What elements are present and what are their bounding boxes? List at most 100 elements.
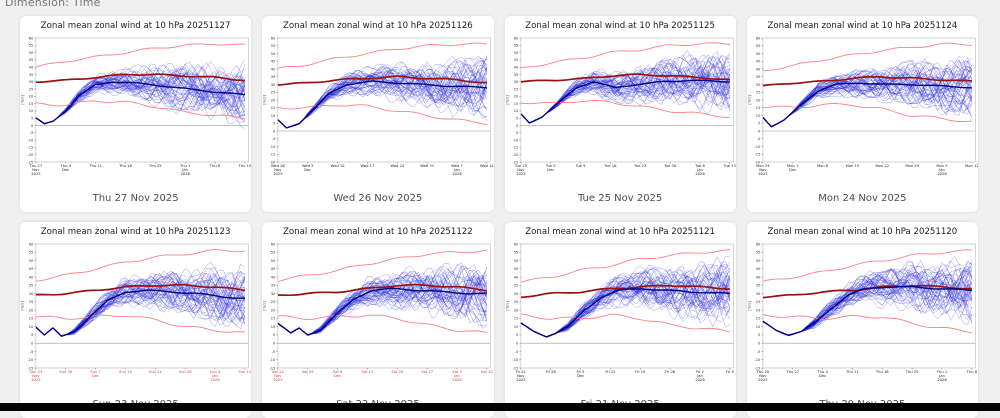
svg-text:Sat 27: Sat 27 xyxy=(421,370,433,374)
svg-text:Mon 24: Mon 24 xyxy=(756,164,770,168)
svg-text:Wed 7: Wed 7 xyxy=(452,164,464,168)
svg-text:Thu 1: Thu 1 xyxy=(179,164,190,168)
svg-text:Dec: Dec xyxy=(819,374,826,378)
chart-caption: Thu 27 Nov 2025 xyxy=(92,193,179,204)
svg-text:Dec: Dec xyxy=(789,168,796,172)
zonal-wind-chart: -20-15-10-5051015202530354045505560[m/s]… xyxy=(747,36,978,176)
svg-text:55: 55 xyxy=(271,251,276,255)
svg-text:-10: -10 xyxy=(754,358,761,362)
svg-text:Wed 10: Wed 10 xyxy=(331,164,345,168)
svg-text:60: 60 xyxy=(756,242,761,246)
svg-text:Tue 2: Tue 2 xyxy=(544,164,555,168)
chart-card-20251122[interactable]: Zonal mean zonal wind at 10 hPa 20251122… xyxy=(262,222,494,418)
svg-text:15: 15 xyxy=(513,317,518,321)
svg-text:Sat 20: Sat 20 xyxy=(392,370,404,374)
svg-text:10: 10 xyxy=(271,325,276,329)
zonal-wind-chart: -15-10-5051015202530354045505560[m/s]Sun… xyxy=(20,242,251,382)
svg-text:-15: -15 xyxy=(512,146,518,150)
svg-text:Dec: Dec xyxy=(577,374,584,378)
svg-text:5: 5 xyxy=(758,122,760,126)
svg-text:Sat 22: Sat 22 xyxy=(272,370,284,374)
svg-text:2026: 2026 xyxy=(180,172,190,176)
zonal-wind-chart: -25-20-15-10-5051015202530354045505560[m… xyxy=(20,36,251,176)
svg-text:[m/s]: [m/s] xyxy=(505,301,509,311)
svg-text:2026: 2026 xyxy=(937,172,947,176)
svg-text:25: 25 xyxy=(29,300,34,304)
chart-card-20251121[interactable]: Zonal mean zonal wind at 10 hPa 20251121… xyxy=(504,222,736,418)
chart-card-20251123[interactable]: Zonal mean zonal wind at 10 hPa 20251123… xyxy=(20,222,252,418)
svg-text:Nov: Nov xyxy=(517,374,525,378)
svg-text:45: 45 xyxy=(29,267,34,271)
chart-card-20251126[interactable]: Zonal mean zonal wind at 10 hPa 20251126… xyxy=(262,16,494,212)
svg-text:35: 35 xyxy=(756,284,761,288)
svg-text:30: 30 xyxy=(271,292,276,296)
svg-text:-5: -5 xyxy=(272,350,276,354)
svg-text:Sat 6: Sat 6 xyxy=(333,370,343,374)
svg-text:-10: -10 xyxy=(512,358,519,362)
svg-text:Sun 28: Sun 28 xyxy=(179,370,192,374)
chart-card-20251124[interactable]: Zonal mean zonal wind at 10 hPa 20251124… xyxy=(746,16,978,212)
svg-text:40: 40 xyxy=(756,275,761,279)
chart-card-20251127[interactable]: Zonal mean zonal wind at 10 hPa 20251127… xyxy=(20,16,252,212)
svg-text:Sat 29: Sat 29 xyxy=(302,370,314,374)
svg-text:5: 5 xyxy=(516,117,518,121)
svg-text:30: 30 xyxy=(513,80,518,84)
svg-text:55: 55 xyxy=(271,44,276,48)
svg-text:45: 45 xyxy=(271,267,276,271)
svg-text:Thu 25: Thu 25 xyxy=(905,370,919,374)
svg-text:25: 25 xyxy=(756,91,761,95)
svg-text:Fri 2: Fri 2 xyxy=(696,370,704,374)
svg-text:2026: 2026 xyxy=(453,172,463,176)
svg-text:25: 25 xyxy=(271,300,276,304)
svg-text:Nov: Nov xyxy=(759,374,767,378)
chart-card-20251125[interactable]: Zonal mean zonal wind at 10 hPa 20251125… xyxy=(504,16,736,212)
svg-text:5: 5 xyxy=(31,117,33,121)
svg-text:5: 5 xyxy=(273,122,275,126)
svg-text:Jan: Jan xyxy=(211,374,218,378)
chart-caption: Tue 25 Nov 2025 xyxy=(577,193,663,204)
svg-text:20: 20 xyxy=(271,308,276,312)
svg-text:25: 25 xyxy=(513,300,518,304)
svg-text:Sat 10: Sat 10 xyxy=(481,370,493,374)
chart-card-20251120[interactable]: Zonal mean zonal wind at 10 hPa 20251120… xyxy=(746,222,978,418)
svg-text:-5: -5 xyxy=(30,131,34,135)
svg-text:Wed 24: Wed 24 xyxy=(391,164,405,168)
svg-text:60: 60 xyxy=(513,242,518,246)
svg-text:55: 55 xyxy=(29,44,34,48)
svg-text:50: 50 xyxy=(271,259,276,263)
chart-title: Zonal mean zonal wind at 10 hPa 20251121 xyxy=(525,227,715,237)
svg-text:Tue 6: Tue 6 xyxy=(694,164,705,168)
svg-text:60: 60 xyxy=(271,36,276,40)
svg-text:-5: -5 xyxy=(514,350,518,354)
svg-text:Wed 14: Wed 14 xyxy=(480,164,493,168)
svg-text:45: 45 xyxy=(271,60,276,64)
svg-text:Jan: Jan xyxy=(696,374,703,378)
zonal-wind-chart: -15-10-5051015202530354045505560[m/s]Thu… xyxy=(747,242,978,382)
svg-text:2025: 2025 xyxy=(758,378,768,382)
svg-text:Jan: Jan xyxy=(453,374,460,378)
svg-text:25: 25 xyxy=(271,91,276,95)
svg-text:Thu 4: Thu 4 xyxy=(816,370,828,374)
svg-text:50: 50 xyxy=(29,51,34,55)
svg-text:Sat 3: Sat 3 xyxy=(453,370,463,374)
svg-text:5: 5 xyxy=(273,333,275,337)
svg-text:35: 35 xyxy=(513,284,518,288)
svg-text:45: 45 xyxy=(513,58,518,62)
svg-text:Fri 5: Fri 5 xyxy=(576,370,585,374)
svg-text:50: 50 xyxy=(513,259,518,263)
svg-text:35: 35 xyxy=(29,284,34,288)
svg-text:-10: -10 xyxy=(27,138,34,142)
svg-text:40: 40 xyxy=(271,275,276,279)
svg-text:Sat 13: Sat 13 xyxy=(362,370,374,374)
svg-text:2025: 2025 xyxy=(31,172,41,176)
svg-text:20: 20 xyxy=(756,98,761,102)
svg-text:20: 20 xyxy=(29,308,34,312)
svg-text:-15: -15 xyxy=(27,146,33,150)
svg-text:Thu 1: Thu 1 xyxy=(936,370,947,374)
chart-title: Zonal mean zonal wind at 10 hPa 20251124 xyxy=(767,21,958,31)
svg-text:Tue 16: Tue 16 xyxy=(603,164,617,168)
zonal-wind-chart: -15-10-5051015202530354045505560[m/s]Fri… xyxy=(505,242,734,382)
svg-text:[m/s]: [m/s] xyxy=(20,95,24,105)
svg-text:Wed 17: Wed 17 xyxy=(361,164,375,168)
svg-text:45: 45 xyxy=(513,267,518,271)
